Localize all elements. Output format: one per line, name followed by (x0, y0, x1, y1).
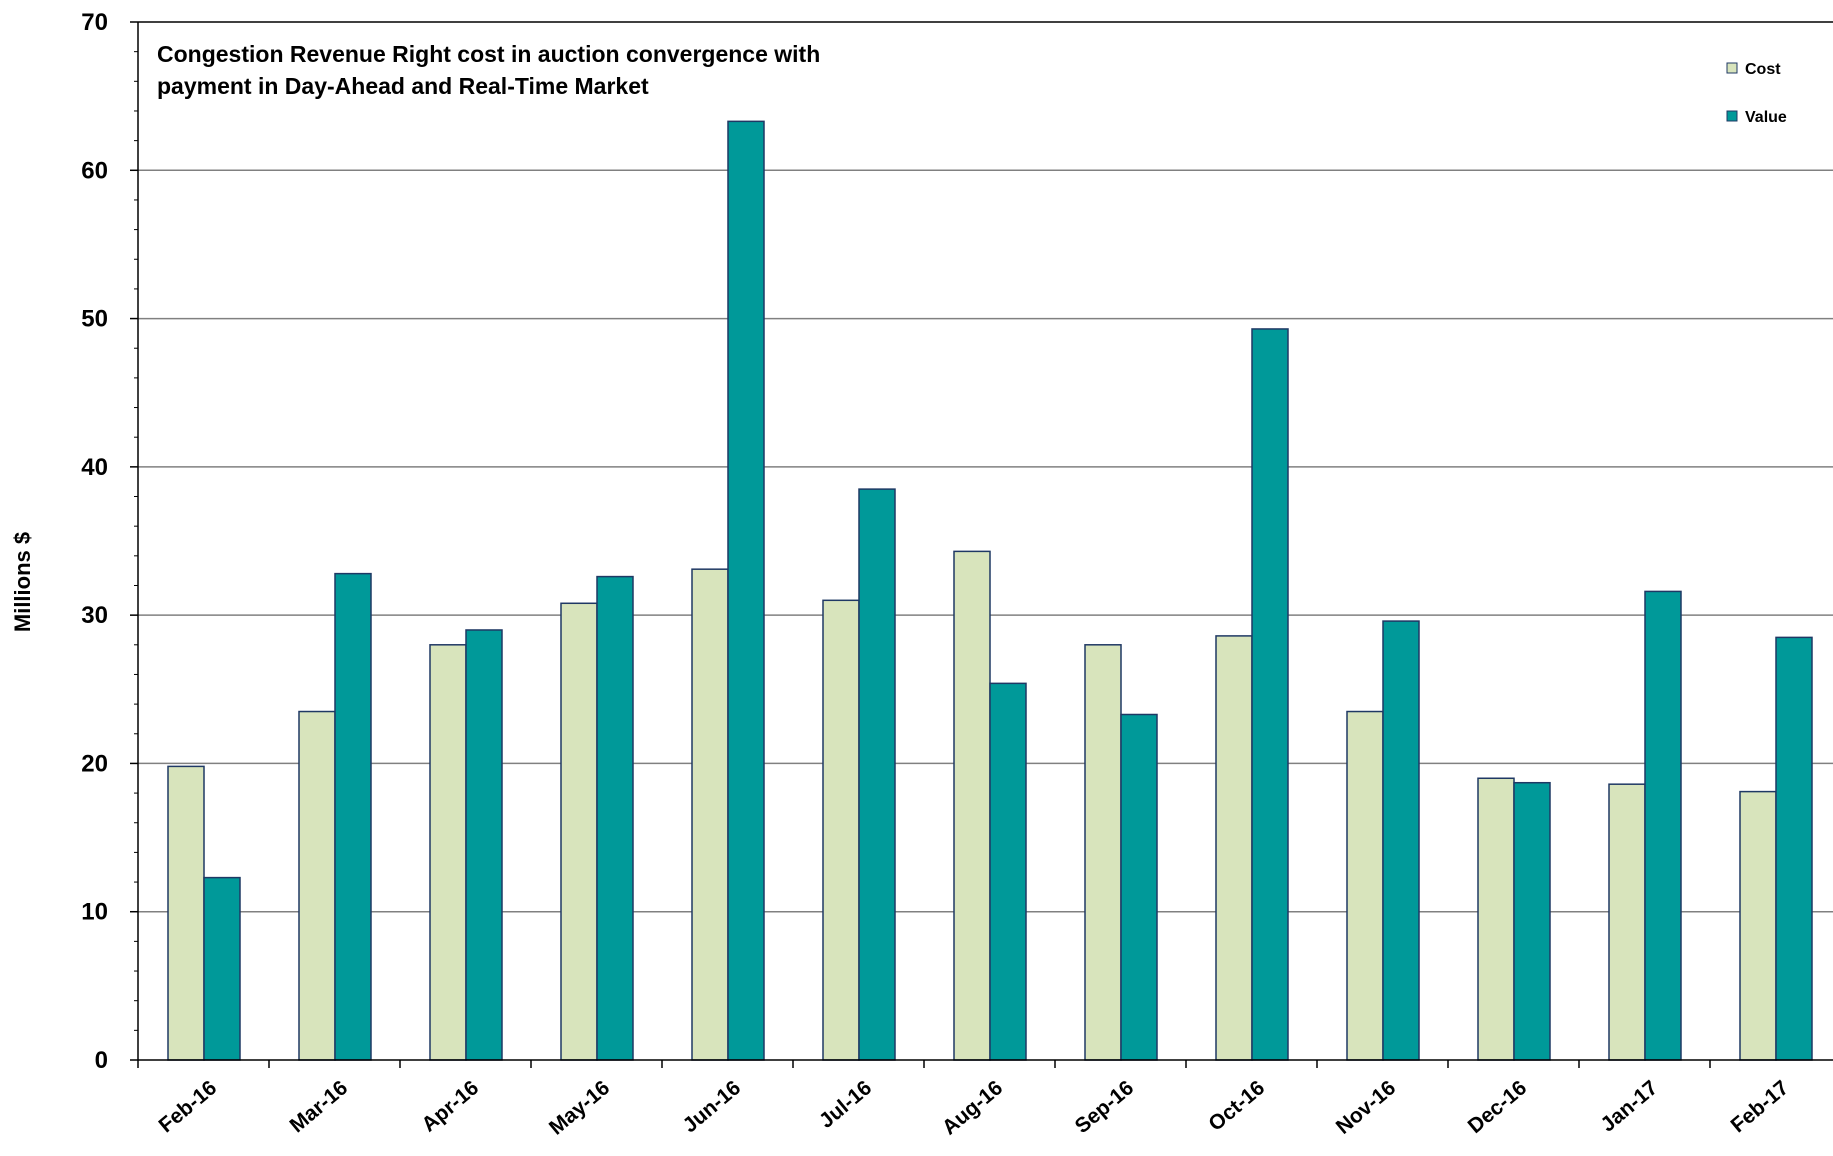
x-category-label: Oct-16 (1204, 1076, 1269, 1136)
bar-value-nov-16 (1382, 620, 1420, 1061)
bar-cost-jul-16 (822, 599, 860, 1061)
x-category-label: Mar-16 (286, 1076, 353, 1137)
bar-value-jan-17 (1644, 590, 1682, 1061)
bar-value-apr-16 (465, 629, 503, 1061)
y-tick-label: 60 (81, 157, 108, 184)
bar-cost-oct-16 (1215, 635, 1253, 1061)
bar-value-feb-17 (1775, 636, 1813, 1061)
y-tick-label: 20 (81, 750, 108, 777)
bar-cost-dec-16 (1477, 777, 1515, 1061)
chart-title: Congestion Revenue Right cost in auction… (157, 41, 820, 99)
bar-cost-may-16 (560, 602, 598, 1061)
x-category-label: Feb-16 (155, 1076, 222, 1137)
x-category-label: Jun-16 (679, 1076, 746, 1137)
x-category-label: Jan-17 (1596, 1076, 1662, 1136)
bar-cost-mar-16 (298, 710, 336, 1061)
bar-value-aug-16 (989, 682, 1027, 1061)
bar-value-jul-16 (858, 488, 896, 1061)
bar-value-mar-16 (334, 572, 372, 1061)
bar-cost-feb-16 (167, 765, 205, 1061)
bar-cost-jun-16 (691, 568, 729, 1061)
x-category-label: Feb-17 (1727, 1076, 1794, 1137)
bar-cost-nov-16 (1346, 710, 1384, 1061)
y-tick-label: 50 (81, 306, 108, 333)
chart-title-line-1: Congestion Revenue Right cost in auction… (157, 41, 820, 67)
x-category-label: Jul-16 (815, 1076, 876, 1133)
legend-swatch-cost (1726, 62, 1738, 74)
y-tick-label: 70 (81, 9, 108, 36)
legend-label-value: Value (1745, 109, 1787, 126)
bar-cost-apr-16 (429, 644, 467, 1061)
x-category-labels: Feb-16 Mar-16 Apr-16 May-16 Jun-16 Jul-16 Aug-… (155, 1076, 1794, 1139)
y-tick-label: 30 (81, 602, 108, 629)
bar-value-feb-16 (203, 876, 241, 1061)
legend-swatch-value (1726, 110, 1738, 122)
y-tick-label: 10 (81, 899, 108, 926)
bar-value-oct-16 (1251, 328, 1289, 1061)
bar-cost-jan-17 (1608, 783, 1646, 1061)
bars (167, 120, 1813, 1061)
bar-cost-aug-16 (953, 550, 991, 1061)
x-category-label: Nov-16 (1332, 1076, 1400, 1139)
x-category-label: Sep-16 (1071, 1076, 1139, 1138)
chart-title-line-2: payment in Day-Ahead and Real-Time Marke… (157, 73, 649, 99)
x-category-label: May-16 (545, 1076, 614, 1139)
x-category-label: Dec-16 (1464, 1076, 1532, 1138)
bar-value-dec-16 (1513, 781, 1551, 1061)
y-tick-labels: 0 10 20 30 40 50 60 70 (81, 9, 108, 1074)
bar-value-sep-16 (1120, 713, 1158, 1061)
x-category-label: Aug-16 (938, 1076, 1007, 1139)
y-tick-label: 0 (95, 1047, 108, 1074)
legend: Cost Value (1726, 61, 1787, 126)
x-category-label: Apr-16 (417, 1076, 483, 1136)
bar-value-may-16 (596, 575, 634, 1061)
bar-cost-sep-16 (1084, 644, 1122, 1061)
legend-label-cost: Cost (1745, 61, 1781, 78)
axes (130, 21, 1833, 1068)
bar-value-jun-16 (727, 120, 765, 1061)
y-axis-label: Millions $ (10, 532, 35, 632)
bar-cost-feb-17 (1739, 790, 1777, 1061)
y-tick-label: 40 (81, 454, 108, 481)
